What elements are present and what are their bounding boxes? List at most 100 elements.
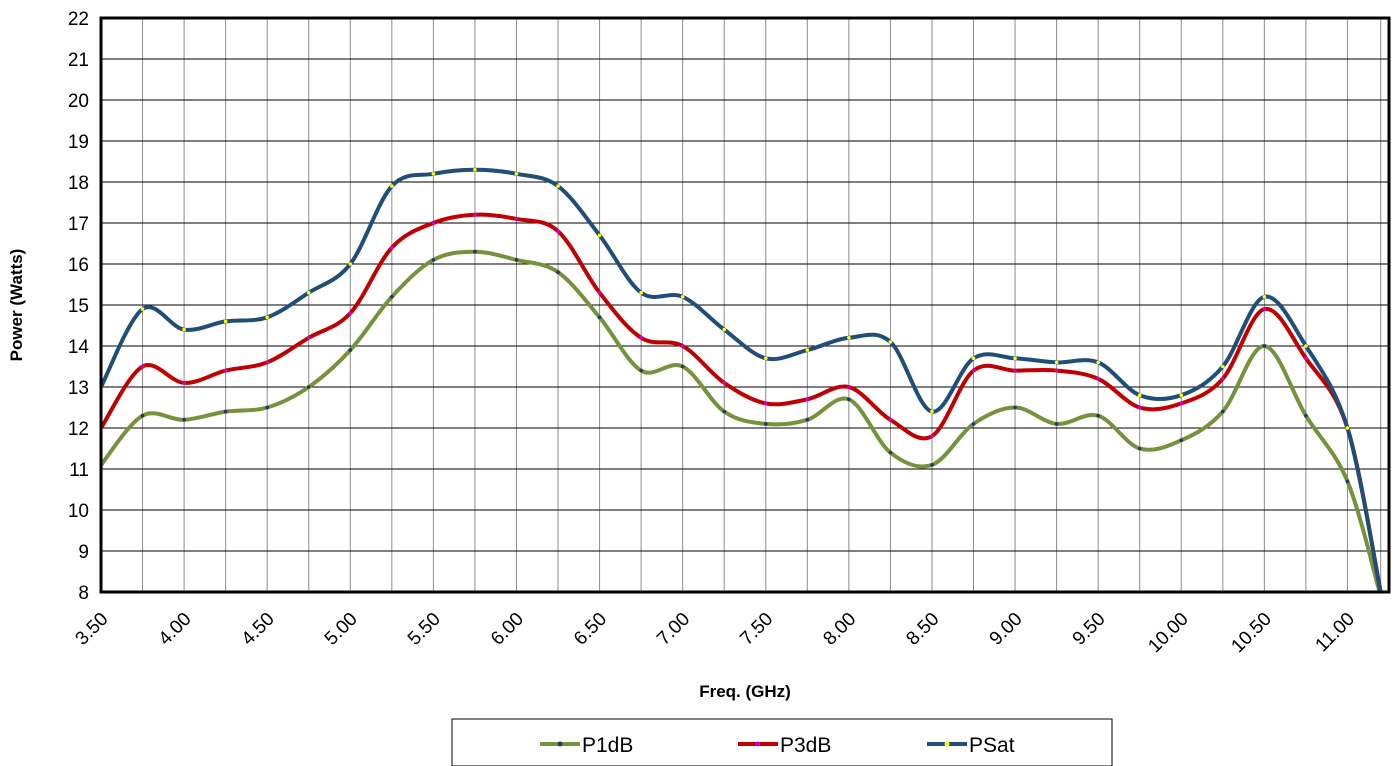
- data-point-p1db: [1262, 344, 1267, 348]
- y-axis-title: Power (Watts): [7, 249, 26, 362]
- grid-lines: [101, 18, 1389, 592]
- series-p1db: [101, 249, 1382, 592]
- data-point-psat: [680, 295, 685, 299]
- data-point-psat: [1054, 360, 1059, 365]
- data-point-p3db: [556, 229, 560, 233]
- data-point-p3db: [805, 397, 810, 402]
- data-point-p3db: [722, 381, 727, 385]
- data-point-p1db: [805, 418, 810, 422]
- data-point-p1db: [1304, 413, 1308, 418]
- data-point-psat: [1304, 344, 1308, 348]
- data-point-psat: [805, 348, 810, 352]
- y-tick-label: 8: [78, 583, 89, 604]
- data-point-psat: [763, 356, 768, 361]
- data-point-p1db: [265, 405, 269, 410]
- data-point-psat: [431, 172, 436, 176]
- data-point-psat: [971, 356, 976, 361]
- data-point-p1db: [1345, 479, 1350, 484]
- data-point-p1db: [971, 422, 976, 426]
- legend-label-p3db: P3dB: [780, 734, 831, 757]
- data-point-p1db: [390, 295, 394, 299]
- data-point-p3db: [473, 213, 477, 217]
- data-point-psat: [514, 172, 519, 176]
- data-point-p3db: [1221, 377, 1225, 381]
- data-point-psat: [390, 184, 394, 188]
- y-tick-label: 21: [68, 50, 89, 71]
- y-tick-label: 13: [68, 378, 89, 399]
- plot-area-border: [99, 16, 1391, 594]
- data-point-psat: [722, 327, 727, 332]
- data-point-p1db: [930, 463, 934, 467]
- data-point-psat: [888, 340, 893, 344]
- data-point-p1db: [1013, 405, 1017, 410]
- legend: P1dB P3dB PSat: [451, 718, 1113, 766]
- data-point-p3db: [1262, 307, 1267, 311]
- data-point-p3db: [763, 401, 768, 406]
- y-tick-label: 9: [78, 542, 89, 563]
- data-point-p1db: [431, 258, 436, 262]
- y-tick-label: 15: [68, 296, 89, 317]
- data-point-psat: [473, 167, 477, 172]
- data-point-psat: [1179, 393, 1184, 398]
- data-point-p1db: [680, 364, 685, 369]
- data-point-p1db: [847, 397, 851, 402]
- series-p3db: [101, 212, 1383, 592]
- series-group: [101, 167, 1383, 592]
- data-point-p3db: [930, 434, 934, 439]
- data-point-p1db: [514, 258, 519, 262]
- data-point-p3db: [1096, 377, 1100, 381]
- data-point-p1db: [556, 270, 560, 275]
- data-point-psat: [597, 233, 602, 238]
- data-point-p1db: [223, 409, 228, 414]
- data-point-p3db: [348, 311, 353, 316]
- data-point-p3db: [680, 344, 685, 348]
- data-point-p1db: [888, 450, 893, 455]
- data-point-psat: [556, 184, 560, 188]
- data-point-psat: [847, 336, 851, 340]
- data-point-p3db: [597, 290, 602, 295]
- data-point-p3db: [306, 336, 311, 340]
- legend-label-psat: PSat: [969, 734, 1015, 757]
- data-point-p1db: [473, 249, 477, 254]
- data-point-psat: [182, 327, 186, 332]
- y-tick-label: 10: [68, 501, 89, 522]
- data-point-psat: [1221, 364, 1225, 369]
- data-point-p3db: [971, 368, 976, 373]
- series-psat: [101, 167, 1383, 592]
- y-tick-label: 12: [68, 419, 89, 440]
- data-point-p3db: [182, 381, 186, 385]
- data-point-p1db: [763, 422, 768, 426]
- data-point-p3db: [1179, 401, 1184, 406]
- data-point-p3db: [431, 221, 436, 225]
- y-tick-label: 18: [68, 173, 89, 194]
- data-point-psat: [223, 319, 228, 324]
- data-point-psat: [265, 315, 269, 320]
- y-tick-label: 14: [68, 337, 90, 358]
- data-point-p1db: [140, 413, 145, 418]
- data-point-psat: [1096, 360, 1100, 365]
- data-point-psat: [1262, 295, 1267, 299]
- data-point-p1db: [1096, 413, 1100, 418]
- legend-marker-p1db: [557, 741, 563, 747]
- data-point-psat: [1137, 393, 1142, 398]
- y-tick-label: 19: [68, 132, 89, 153]
- series-line-p1db: [101, 249, 1382, 592]
- data-point-p1db: [1179, 438, 1184, 443]
- y-tick-labels: 8 9 10 11 12 13 14 15 16 17 18 19 20 21 22: [68, 9, 90, 604]
- data-point-p3db: [265, 360, 269, 365]
- data-point-p1db: [722, 409, 727, 414]
- data-point-p3db: [223, 368, 228, 373]
- data-point-psat: [1013, 356, 1017, 361]
- y-tick-label: 11: [69, 460, 89, 481]
- data-point-p1db: [182, 418, 186, 422]
- data-point-psat: [306, 290, 311, 295]
- data-point-p1db: [1054, 422, 1059, 426]
- data-point-p3db: [1137, 405, 1142, 410]
- data-point-p3db: [1054, 368, 1059, 373]
- legend-label-p1db: P1dB: [582, 734, 633, 757]
- data-point-p3db: [1013, 368, 1017, 373]
- data-point-p1db: [306, 385, 311, 389]
- data-point-psat: [348, 262, 353, 266]
- y-tick-label: 22: [68, 9, 89, 30]
- data-point-p3db: [888, 418, 893, 422]
